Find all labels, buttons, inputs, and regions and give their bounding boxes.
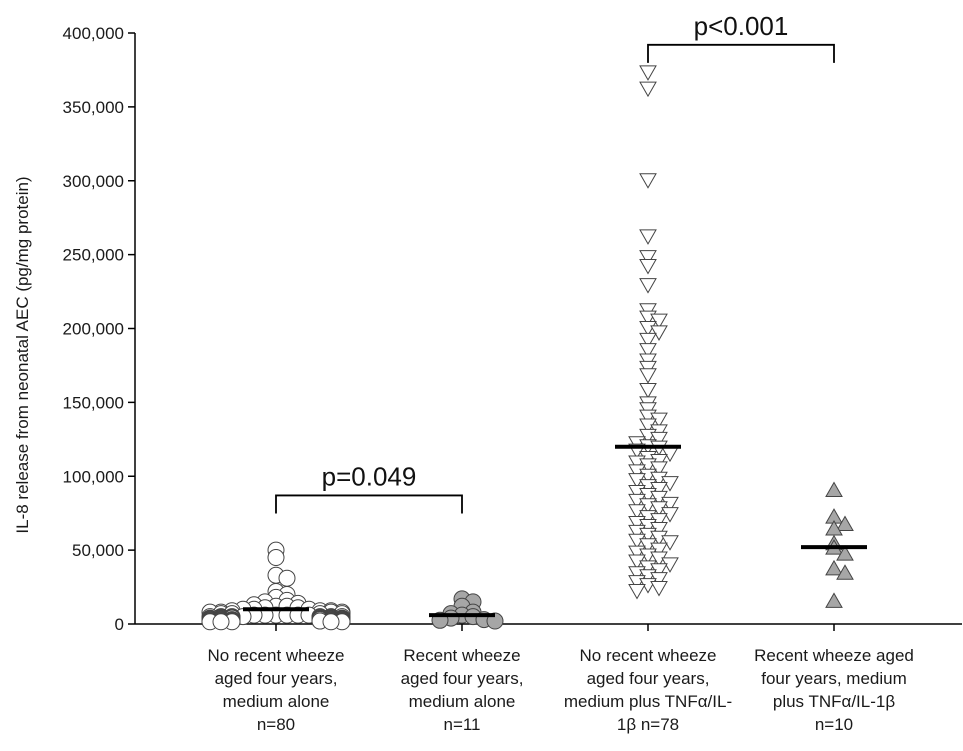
data-point [639,258,657,275]
data-point [639,343,657,359]
data-point [278,569,296,587]
data-point [639,383,657,399]
y-axis-title: IL-8 release from neonatal AEC (pg/mg pr… [13,176,32,533]
p-value-label: p=0.049 [322,461,417,491]
data-point [650,581,668,597]
y-tick-label: 400,000 [63,24,124,43]
category-label-line: No recent wheeze [579,646,716,665]
significance-bracket [647,43,835,63]
data-point [322,613,340,631]
y-tick-label: 150,000 [63,393,124,412]
data-point [639,65,657,81]
y-axis: 0 50,000 100,000 150,000 200,000 250,000 300,0… [63,24,136,634]
category-label-line: 1β n=78 [617,715,679,734]
data-point [825,481,843,498]
data-point [836,564,854,580]
x-axis [135,623,962,631]
category-label-line: medium alone [409,692,516,711]
data-point [628,583,646,600]
y-tick-label: 200,000 [63,320,124,339]
y-tick-label: 300,000 [63,172,124,191]
category-label-line: medium plus TNFα/IL- [564,692,732,711]
category-label-line: n=11 [443,715,480,734]
data-point [836,515,854,532]
significance-bracket [275,494,463,514]
data-point [639,173,657,189]
category-label-line: medium alone [223,692,330,711]
data-point [836,545,854,561]
p-value-label: p<0.001 [694,11,789,41]
significance-brackets: p=0.049 p<0.001 [275,11,835,514]
data-point [639,368,657,384]
y-tick-label: 250,000 [63,246,124,265]
category-label-line: four years, medium [761,669,907,688]
data-point [639,81,657,98]
y-tick-label: 50,000 [72,541,124,560]
data-point [639,229,657,245]
category-label-line: Recent wheeze aged [754,646,914,665]
data-points [201,65,854,631]
category-label-line: n=80 [257,715,295,734]
y-tick-label: 350,000 [63,98,124,117]
data-point [639,332,657,349]
category-label-line: aged four years, [215,669,338,688]
median-lines [243,444,867,618]
category-labels: No recent wheeze aged four years, medium a… [207,646,913,734]
data-point [639,278,657,294]
data-point [267,549,285,567]
y-tick-label: 0 [115,615,124,634]
data-point [212,613,230,631]
category-label-line: n=10 [815,715,853,734]
category-label-line: Recent wheeze [403,646,520,665]
category-label-line: aged four years, [587,669,710,688]
y-tick-label: 100,000 [63,467,124,486]
data-point [825,559,843,576]
data-point [825,592,843,608]
category-label-line: aged four years, [401,669,524,688]
category-label-line: plus TNFα/IL-1β [773,692,895,711]
data-point [639,250,657,266]
category-label-line: No recent wheeze [207,646,344,665]
